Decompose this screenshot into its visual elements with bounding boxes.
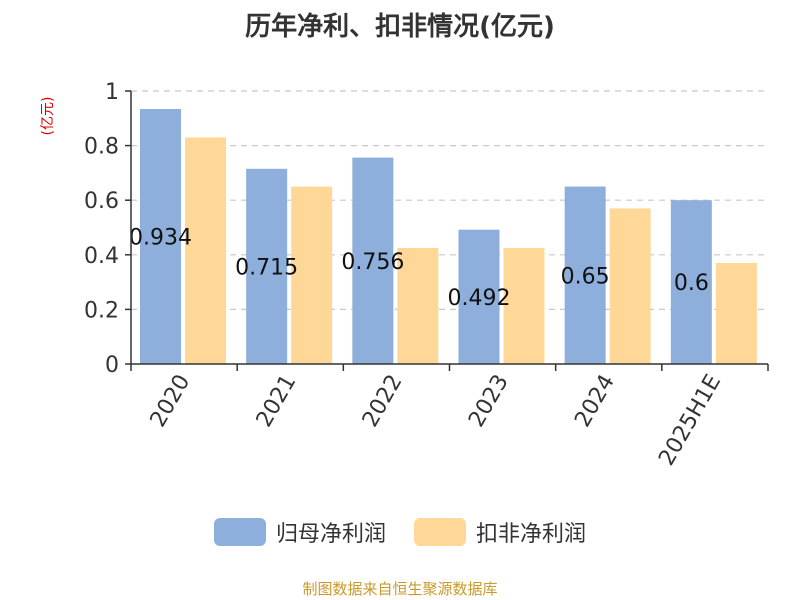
bar-net-profit xyxy=(458,229,500,364)
legend-item-net-profit[interactable]: 归母净利润 xyxy=(213,516,386,548)
legend-swatch-deducted-profit xyxy=(414,518,466,546)
x-tick-label: 2025H1E xyxy=(654,371,726,470)
data-label: 0.65 xyxy=(561,264,610,289)
data-label: 0.492 xyxy=(448,286,511,311)
legend-swatch-net-profit xyxy=(213,518,266,546)
bar-deducted-profit xyxy=(291,186,333,364)
y-tick-label: 0.6 xyxy=(84,189,119,214)
y-tick-label: 0.4 xyxy=(84,244,119,269)
bar-deducted-profit xyxy=(609,208,651,364)
y-tick-label: 0.2 xyxy=(84,298,119,323)
bar-net-profit xyxy=(670,200,712,364)
bar-deducted-profit xyxy=(503,247,545,364)
chart-legend: 归母净利润 扣非净利润 xyxy=(0,516,800,548)
legend-item-deducted-profit[interactable]: 扣非净利润 xyxy=(414,516,586,548)
bar-net-profit xyxy=(564,186,606,364)
bar-deducted-profit xyxy=(185,137,226,364)
x-tick-label: 2022 xyxy=(358,371,408,432)
chart-title: 历年净利、扣非情况(亿元) xyxy=(245,12,555,42)
x-tick-label: 2023 xyxy=(464,371,514,432)
x-tick-label: 2021 xyxy=(252,371,302,432)
x-tick-label: 2020 xyxy=(146,371,196,432)
data-label: 0.6 xyxy=(674,271,709,296)
bar-net-profit xyxy=(352,157,394,364)
bar-deducted-profit xyxy=(397,247,439,364)
data-label: 0.756 xyxy=(341,250,404,275)
y-tick-label: 0.8 xyxy=(84,135,119,160)
bar-net-profit xyxy=(140,109,181,364)
data-label: 0.934 xyxy=(129,226,192,251)
y-tick-label: 1 xyxy=(105,80,119,105)
y-tick-label: 0 xyxy=(105,353,119,378)
x-tick-label: 2024 xyxy=(570,371,620,432)
legend-label-deducted-profit: 扣非净利润 xyxy=(476,522,587,547)
bar-deducted-profit xyxy=(715,262,757,364)
legend-label-net-profit: 归母净利润 xyxy=(275,522,386,547)
bar-net-profit xyxy=(246,168,288,364)
source-note: 制图数据来自恒生聚源数据库 xyxy=(302,580,498,598)
data-label: 0.715 xyxy=(235,255,298,280)
